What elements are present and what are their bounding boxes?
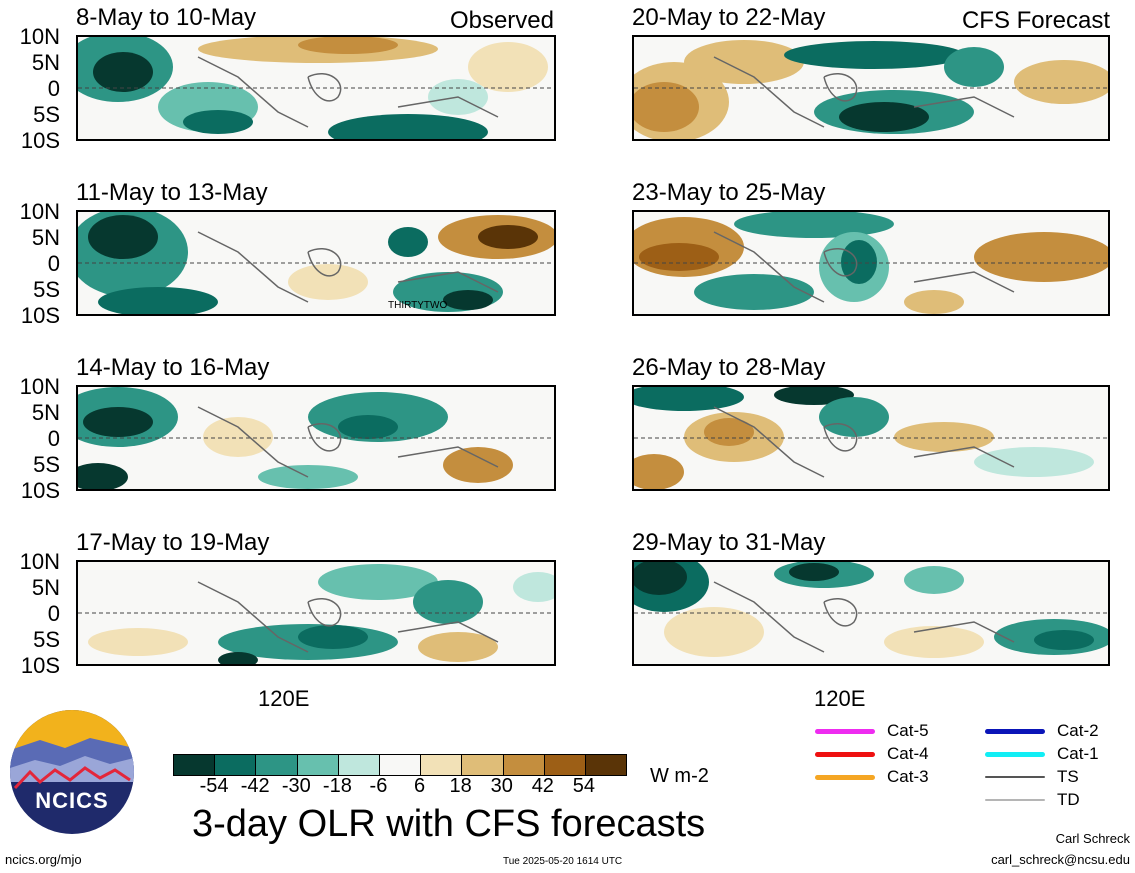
legend-label: Cat-5: [887, 721, 929, 740]
colorbar-swatch: [296, 755, 338, 775]
olr-map: [632, 210, 1110, 316]
lat-label: 10N: [19, 549, 60, 574]
lon-label: 120E: [258, 686, 310, 711]
lat-label: 10N: [19, 24, 60, 49]
colorbar-swatch: [502, 755, 544, 775]
panel-title: 26-May to 28-May: [632, 354, 826, 381]
timestamp: Tue 2025-05-20 1614 UTC: [503, 856, 623, 867]
legend-line: [815, 774, 875, 780]
legend-label: TS: [1057, 767, 1079, 786]
legend-line: [985, 799, 1045, 801]
panel-title: 20-May to 22-May: [632, 4, 826, 31]
lat-label: 5S: [33, 452, 60, 477]
colorbar-tick-label: 6: [413, 775, 426, 797]
lat-label: 5S: [33, 102, 60, 127]
legend-item-td: TD: [985, 790, 1080, 810]
olr-map: [76, 35, 556, 141]
legend-label: Cat-3: [887, 767, 929, 786]
olr-map: [632, 385, 1110, 491]
legend-label: TD: [1057, 790, 1080, 809]
panel-title: 11-May to 13-May: [76, 179, 268, 206]
colorbar-tick-label: 42: [531, 775, 554, 797]
lat-label: 10N: [19, 374, 60, 399]
lat-label: 10S: [20, 653, 60, 678]
legend-line: [985, 751, 1045, 757]
panel-title: 23-May to 25-May: [632, 179, 826, 206]
colorbar-units: W m-2: [650, 765, 709, 787]
colorbar-swatch: [337, 755, 379, 775]
colorbar-tick-label: -42: [240, 775, 270, 797]
legend-item-cat-4: Cat-4: [815, 744, 929, 764]
olr-map: [76, 385, 556, 491]
colorbar-swatch: [174, 755, 215, 775]
legend-line: [985, 728, 1045, 734]
olr-map: [76, 560, 556, 666]
legend-line: [815, 728, 875, 734]
forecast-label: CFS Forecast: [961, 7, 1110, 34]
legend-item-cat-5: Cat-5: [815, 721, 929, 741]
legend-line: [985, 776, 1045, 778]
legend-line: [815, 751, 875, 757]
legend-label: Cat-1: [1057, 744, 1099, 763]
colorbar-tick-label: 54: [572, 775, 596, 797]
colorbar-tick-label: -6: [369, 775, 388, 797]
colorbar-tick-label: -30: [281, 775, 311, 797]
lat-label: 10S: [20, 303, 60, 328]
author-email[interactable]: carl_schreck@ncsu.edu: [991, 852, 1130, 867]
colorbar-tick-label: -54: [199, 775, 229, 797]
olr-map: [632, 35, 1110, 141]
colorbar-tick-label: 18: [449, 775, 472, 797]
logo-text: NCICS: [35, 788, 109, 813]
colorbar-tick-label: -18: [322, 775, 352, 797]
colorbar-swatch: [584, 755, 627, 775]
lat-label: 5N: [31, 575, 60, 600]
panel-title: 14-May to 16-May: [76, 354, 270, 381]
olr-map: [632, 560, 1110, 666]
panel-title: 17-May to 19-May: [76, 529, 270, 556]
lat-label: 0: [47, 76, 60, 101]
lon-label: 120E: [814, 686, 866, 711]
panel-title: 8-May to 10-May: [76, 4, 257, 31]
lat-label: 5S: [33, 277, 60, 302]
website-link[interactable]: ncics.org/mjo: [5, 852, 82, 867]
ncics-logo: NCICS: [10, 710, 134, 834]
lat-label: 10S: [20, 478, 60, 503]
panel-title: 29-May to 31-May: [632, 529, 826, 556]
lat-label: 10S: [20, 128, 60, 153]
colorbar-tick-label: 30: [490, 775, 513, 797]
main-title: 3-day OLR with CFS forecasts: [192, 803, 706, 845]
lat-label: 10N: [19, 199, 60, 224]
legend-label: Cat-2: [1057, 721, 1099, 740]
observed-label: Observed: [449, 7, 554, 34]
lat-label: 5N: [31, 400, 60, 425]
colorbar-swatch: [255, 755, 297, 775]
legend-label: Cat-4: [887, 744, 929, 763]
colorbar-swatch: [461, 755, 503, 775]
lat-label: 5N: [31, 50, 60, 75]
lat-label: 0: [47, 251, 60, 276]
author-name: Carl Schreck: [1055, 831, 1130, 846]
lat-label: 0: [47, 601, 60, 626]
colorbar-swatch: [214, 755, 256, 775]
colorbar: [173, 754, 627, 776]
legend-item-ts: TS: [985, 767, 1079, 787]
storm-label: THIRTYTWO: [388, 300, 448, 311]
legend-item-cat-1: Cat-1: [985, 744, 1099, 764]
lat-label: 0: [47, 426, 60, 451]
colorbar-swatch: [378, 755, 421, 775]
lat-label: 5S: [33, 627, 60, 652]
lat-label: 5N: [31, 225, 60, 250]
colorbar-swatch: [543, 755, 585, 775]
legend-item-cat-2: Cat-2: [985, 721, 1099, 741]
olr-map: THIRTYTWO: [76, 210, 556, 316]
colorbar-swatch: [420, 755, 462, 775]
legend-item-cat-3: Cat-3: [815, 767, 929, 787]
